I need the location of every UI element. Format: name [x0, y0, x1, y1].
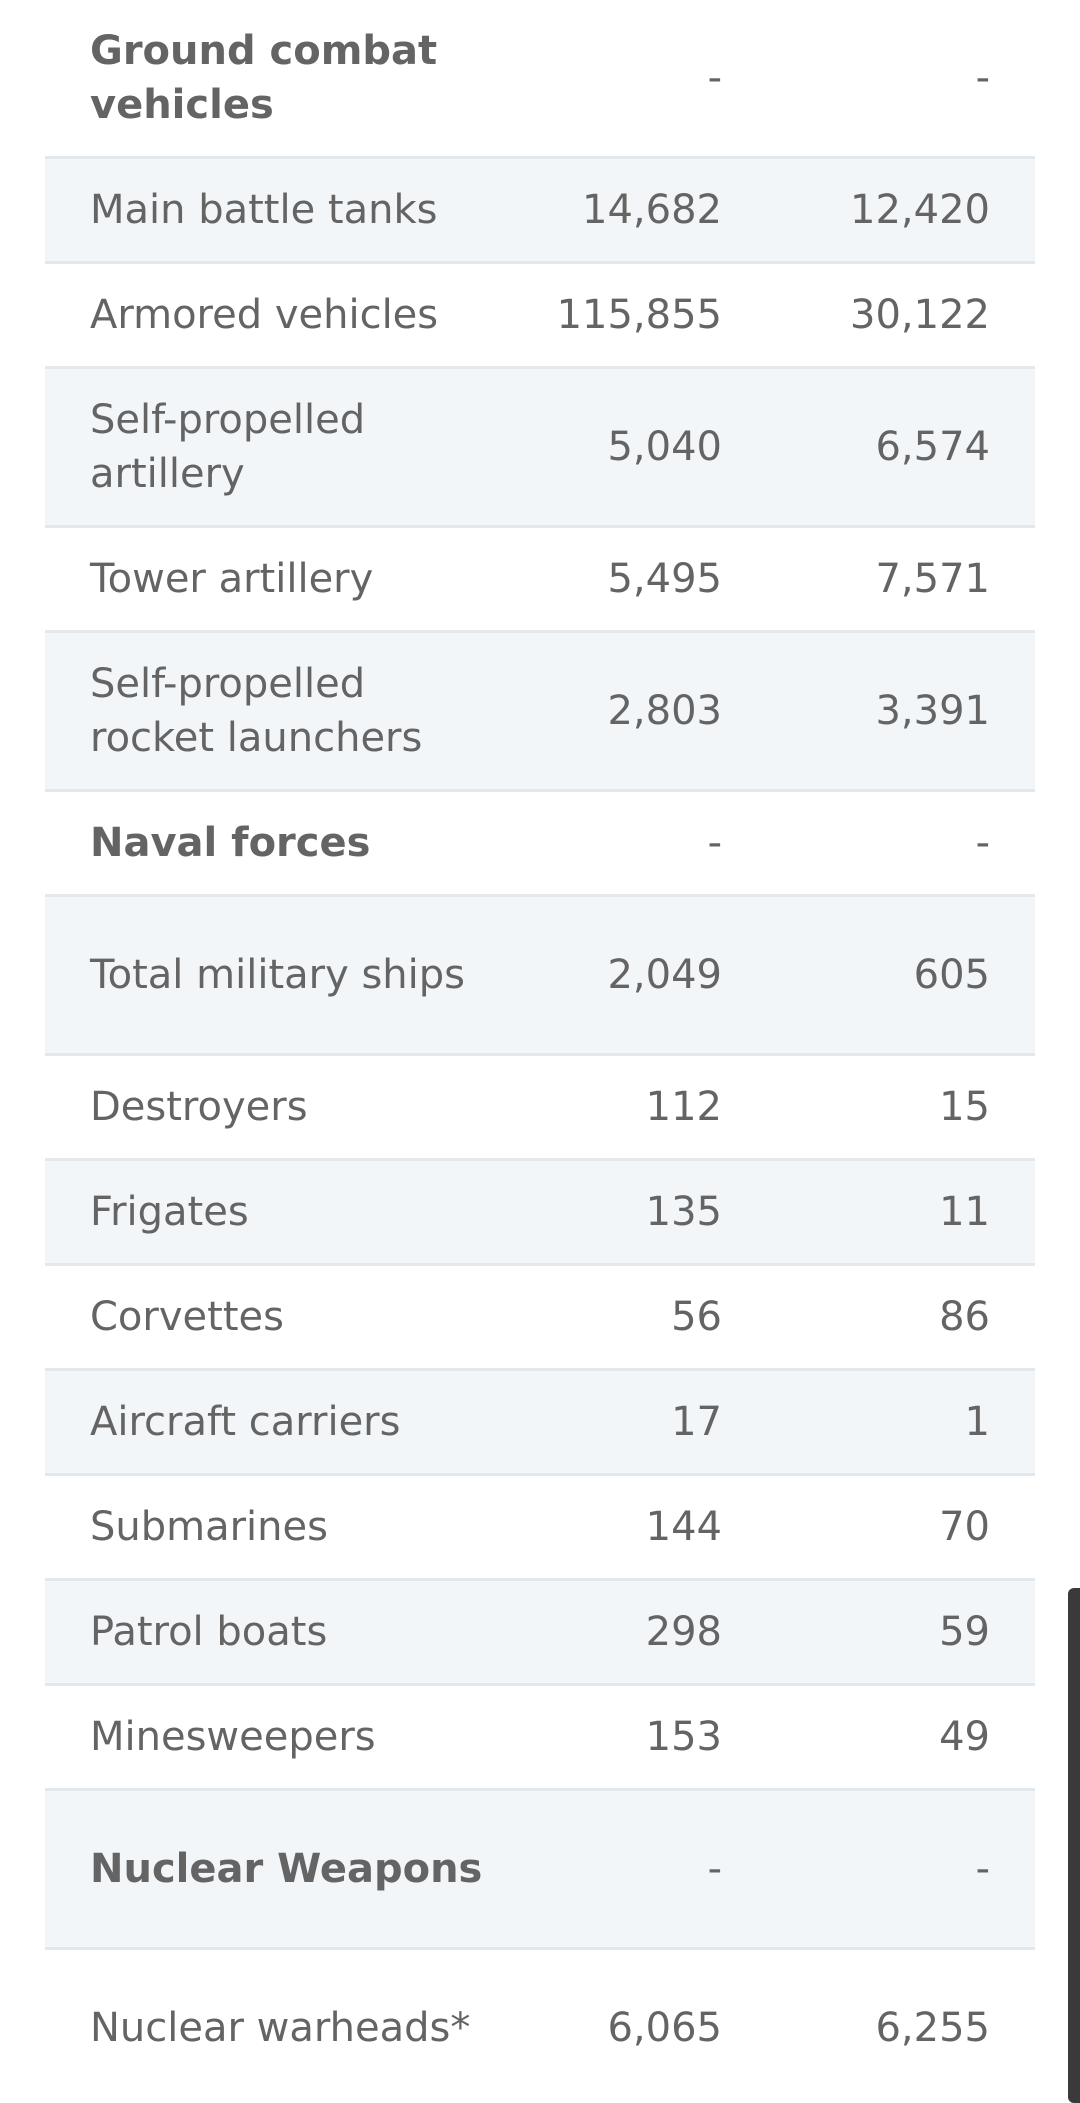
- value-col-1: 153: [645, 1714, 722, 1760]
- row-label: Main battle tanks: [90, 187, 438, 233]
- row-label: Patrol boats: [90, 1609, 328, 1655]
- table-row: Nuclear Weapons - -: [45, 1791, 1035, 1950]
- row-label: Minesweepers: [90, 1714, 376, 1760]
- value-col-1: 115,855: [556, 292, 722, 338]
- row-label: Tower artillery: [90, 556, 374, 602]
- value-col-2: 49: [939, 1714, 990, 1760]
- value-col-1: 17: [671, 1399, 722, 1445]
- table-row: Armored vehicles 115,855 30,122: [45, 264, 1035, 369]
- value-col-2: 11: [939, 1189, 990, 1235]
- table-row: Main battle tanks 14,682 12,420: [45, 159, 1035, 264]
- table-row: Patrol boats 298 59: [45, 1581, 1035, 1686]
- table-row: Self-propelled rocket launchers 2,803 3,…: [45, 633, 1035, 792]
- section-heading: Ground combat vehicles: [90, 28, 438, 128]
- section-heading: Naval forces: [90, 820, 371, 866]
- row-label: Submarines: [90, 1504, 328, 1550]
- table-row: Ground combat vehicles - -: [45, 0, 1035, 159]
- table-row: Frigates 135 11: [45, 1161, 1035, 1266]
- table-row: Submarines 144 70: [45, 1476, 1035, 1581]
- value-col-1: 5,495: [607, 556, 722, 602]
- value-col-1: 144: [645, 1504, 722, 1550]
- table-row: Destroyers 112 15: [45, 1056, 1035, 1161]
- table-row: Corvettes 56 86: [45, 1266, 1035, 1371]
- value-col-2: -: [975, 55, 990, 101]
- section-heading: Nuclear Weapons: [90, 1846, 483, 1892]
- value-col-1: -: [707, 55, 722, 101]
- value-col-1: 6,065: [607, 2005, 722, 2051]
- row-label: Corvettes: [90, 1294, 284, 1340]
- row-label: Aircraft carriers: [90, 1399, 401, 1445]
- row-label: Self-propelled rocket launchers: [90, 661, 423, 761]
- value-col-2: 1: [964, 1399, 990, 1445]
- value-col-1: 56: [671, 1294, 722, 1340]
- value-col-1: -: [707, 1846, 722, 1892]
- scrollbar[interactable]: [1068, 1588, 1080, 2103]
- value-col-1: 2,803: [607, 688, 722, 734]
- value-col-2: -: [975, 820, 990, 866]
- value-col-1: 2,049: [607, 952, 722, 998]
- row-label: Frigates: [90, 1189, 249, 1235]
- value-col-2: 7,571: [875, 556, 990, 602]
- row-label: Total military ships: [90, 952, 465, 998]
- value-col-2: 86: [939, 1294, 990, 1340]
- value-col-2: 15: [939, 1084, 990, 1130]
- row-label: Self-propelled artillery: [90, 397, 366, 497]
- value-col-2: 59: [939, 1609, 990, 1655]
- table-row: Tower artillery 5,495 7,571: [45, 528, 1035, 633]
- table-row: Aircraft carriers 17 1: [45, 1371, 1035, 1476]
- table-row: Self-propelled artillery 5,040 6,574: [45, 369, 1035, 528]
- value-col-2: 12,420: [850, 187, 990, 233]
- value-col-1: -: [707, 820, 722, 866]
- value-col-2: 3,391: [875, 688, 990, 734]
- value-col-1: 5,040: [607, 424, 722, 470]
- value-col-2: 605: [913, 952, 990, 998]
- value-col-2: 70: [939, 1504, 990, 1550]
- value-col-2: -: [975, 1846, 990, 1892]
- table-row: Minesweepers 153 49: [45, 1686, 1035, 1791]
- value-col-1: 112: [645, 1084, 722, 1130]
- value-col-2: 30,122: [850, 292, 990, 338]
- comparison-table: Ground combat vehicles - - Main battle t…: [45, 0, 1035, 2103]
- table-row: Nuclear warheads* 6,065 6,255: [45, 1950, 1035, 2103]
- row-label: Nuclear warheads*: [90, 2005, 471, 2051]
- table-row: Total military ships 2,049 605: [45, 897, 1035, 1056]
- table-row: Naval forces - -: [45, 792, 1035, 897]
- value-col-2: 6,255: [875, 2005, 990, 2051]
- row-label: Armored vehicles: [90, 292, 439, 338]
- value-col-1: 14,682: [582, 187, 722, 233]
- value-col-1: 298: [645, 1609, 722, 1655]
- row-label: Destroyers: [90, 1084, 308, 1130]
- value-col-1: 135: [645, 1189, 722, 1235]
- value-col-2: 6,574: [875, 424, 990, 470]
